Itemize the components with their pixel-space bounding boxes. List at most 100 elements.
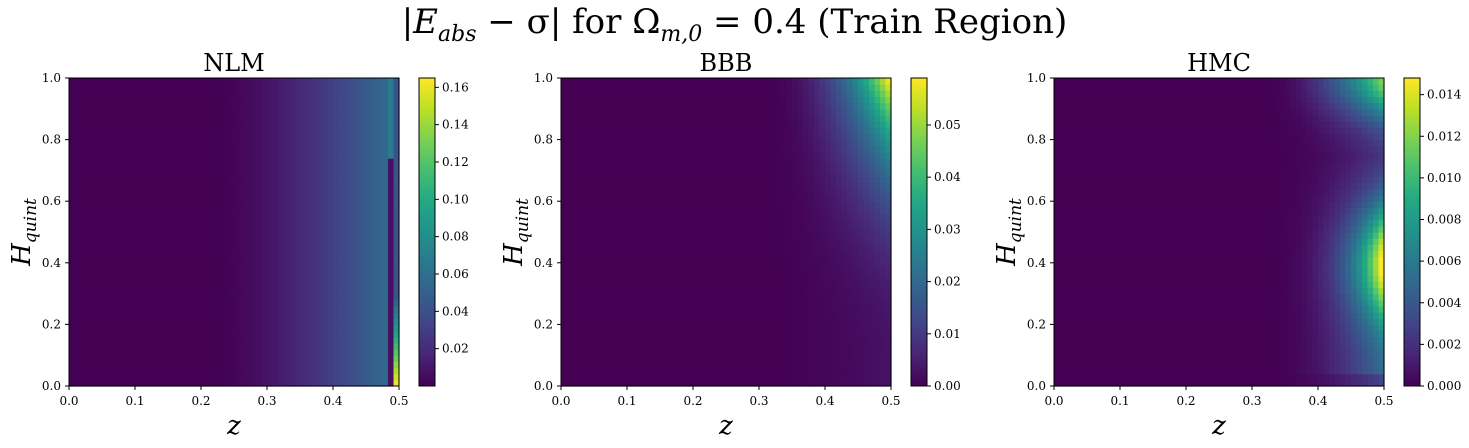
heatmap-cell xyxy=(698,139,705,147)
heatmap-cell xyxy=(168,373,175,381)
heatmap-cell xyxy=(234,232,241,239)
heatmap-cell xyxy=(671,213,678,221)
heatmap-cell xyxy=(85,182,92,190)
heatmap-cell xyxy=(201,244,208,252)
heatmap-cell xyxy=(338,379,345,387)
heatmap-cell xyxy=(770,312,777,319)
heatmap-cell xyxy=(195,305,202,313)
heatmap-cell xyxy=(377,349,384,356)
heatmap-cell xyxy=(671,78,678,85)
heatmap-cell xyxy=(583,281,590,289)
heatmap-cell xyxy=(660,244,667,252)
heatmap-cell xyxy=(327,121,334,128)
heatmap-cell xyxy=(91,336,98,344)
heatmap-cell xyxy=(649,90,656,98)
heatmap-cell xyxy=(195,250,202,258)
heatmap-cell xyxy=(261,244,268,252)
heatmap-cell xyxy=(250,133,257,141)
heatmap-cell xyxy=(638,84,645,91)
heatmap-cell xyxy=(753,373,760,381)
heatmap-cell xyxy=(349,225,356,233)
heatmap-cell xyxy=(146,342,153,350)
heatmap-cell xyxy=(393,78,400,85)
heatmap-cell xyxy=(687,108,694,116)
heatmap-cell xyxy=(272,361,279,369)
heatmap-cell xyxy=(704,207,711,215)
heatmap-cell xyxy=(654,268,661,276)
heatmap-cell xyxy=(682,250,689,258)
heatmap-cell xyxy=(102,244,109,252)
heatmap-cell xyxy=(74,108,81,116)
heatmap-cell xyxy=(753,182,760,190)
heatmap-cell xyxy=(135,342,142,350)
heatmap-cell xyxy=(327,158,334,165)
heatmap-cell xyxy=(195,336,202,344)
heatmap-cell xyxy=(135,207,142,215)
heatmap-cell xyxy=(561,256,568,264)
heatmap-cell xyxy=(223,145,230,153)
heatmap-cell xyxy=(96,121,103,128)
heatmap-cell xyxy=(621,201,628,208)
heatmap-cell xyxy=(610,84,617,91)
heatmap-cell xyxy=(709,108,716,116)
heatmap-cell xyxy=(720,342,727,350)
heatmap-cell xyxy=(135,318,142,325)
heatmap-cell xyxy=(572,90,579,98)
heatmap-cell xyxy=(223,361,230,369)
heatmap-cell xyxy=(366,250,373,258)
heatmap-cell xyxy=(195,127,202,135)
heatmap-cell xyxy=(300,232,307,239)
heatmap-cell xyxy=(649,164,656,171)
heatmap-cell xyxy=(278,195,285,202)
heatmap-cell xyxy=(566,330,573,338)
heatmap-cell xyxy=(283,170,290,178)
heatmap-cell xyxy=(239,299,246,307)
heatmap-cell xyxy=(731,312,738,319)
heatmap-cell xyxy=(124,287,131,295)
heatmap-cell xyxy=(135,84,142,91)
heatmap-cell xyxy=(322,201,329,208)
heatmap-cell xyxy=(698,170,705,178)
heatmap-cell xyxy=(382,176,389,184)
heatmap-cell xyxy=(638,361,645,369)
heatmap-cell xyxy=(316,342,323,350)
heatmap-cell xyxy=(737,299,744,307)
heatmap-cell xyxy=(577,207,584,215)
heatmap-cell xyxy=(605,281,612,289)
heatmap-cell xyxy=(742,213,749,221)
heatmap-cell xyxy=(135,324,142,332)
heatmap-cell xyxy=(764,373,771,381)
heatmap-cell xyxy=(322,336,329,344)
heatmap-cell xyxy=(698,361,705,369)
heatmap-cell xyxy=(693,262,700,270)
heatmap-cell xyxy=(311,176,318,184)
heatmap-cell xyxy=(715,361,722,369)
heatmap-cell xyxy=(704,219,711,227)
heatmap-cell xyxy=(102,188,109,196)
heatmap-cell xyxy=(682,170,689,178)
heatmap-cell xyxy=(693,244,700,252)
heatmap-cell xyxy=(720,195,727,202)
heatmap-cell xyxy=(610,158,617,165)
heatmap-cell xyxy=(393,213,400,221)
heatmap-cell xyxy=(759,164,766,171)
heatmap-cell xyxy=(333,379,340,387)
heatmap-cell xyxy=(366,139,373,147)
heatmap-cell xyxy=(151,355,158,362)
heatmap-cell xyxy=(195,182,202,190)
heatmap-cell xyxy=(206,318,213,325)
heatmap-cell xyxy=(355,318,362,325)
heatmap-cell xyxy=(572,287,579,295)
heatmap-cell xyxy=(173,244,180,252)
heatmap-cell xyxy=(250,188,257,196)
heatmap-cell xyxy=(283,139,290,147)
heatmap-cell xyxy=(327,367,334,375)
heatmap-cell xyxy=(643,78,650,85)
heatmap-cell xyxy=(366,108,373,116)
heatmap-cell xyxy=(737,238,744,245)
heatmap-cell xyxy=(682,195,689,202)
heatmap-cell xyxy=(74,293,81,301)
heatmap-cell xyxy=(753,102,760,110)
heatmap-cell xyxy=(360,379,367,387)
heatmap-cell xyxy=(715,287,722,295)
